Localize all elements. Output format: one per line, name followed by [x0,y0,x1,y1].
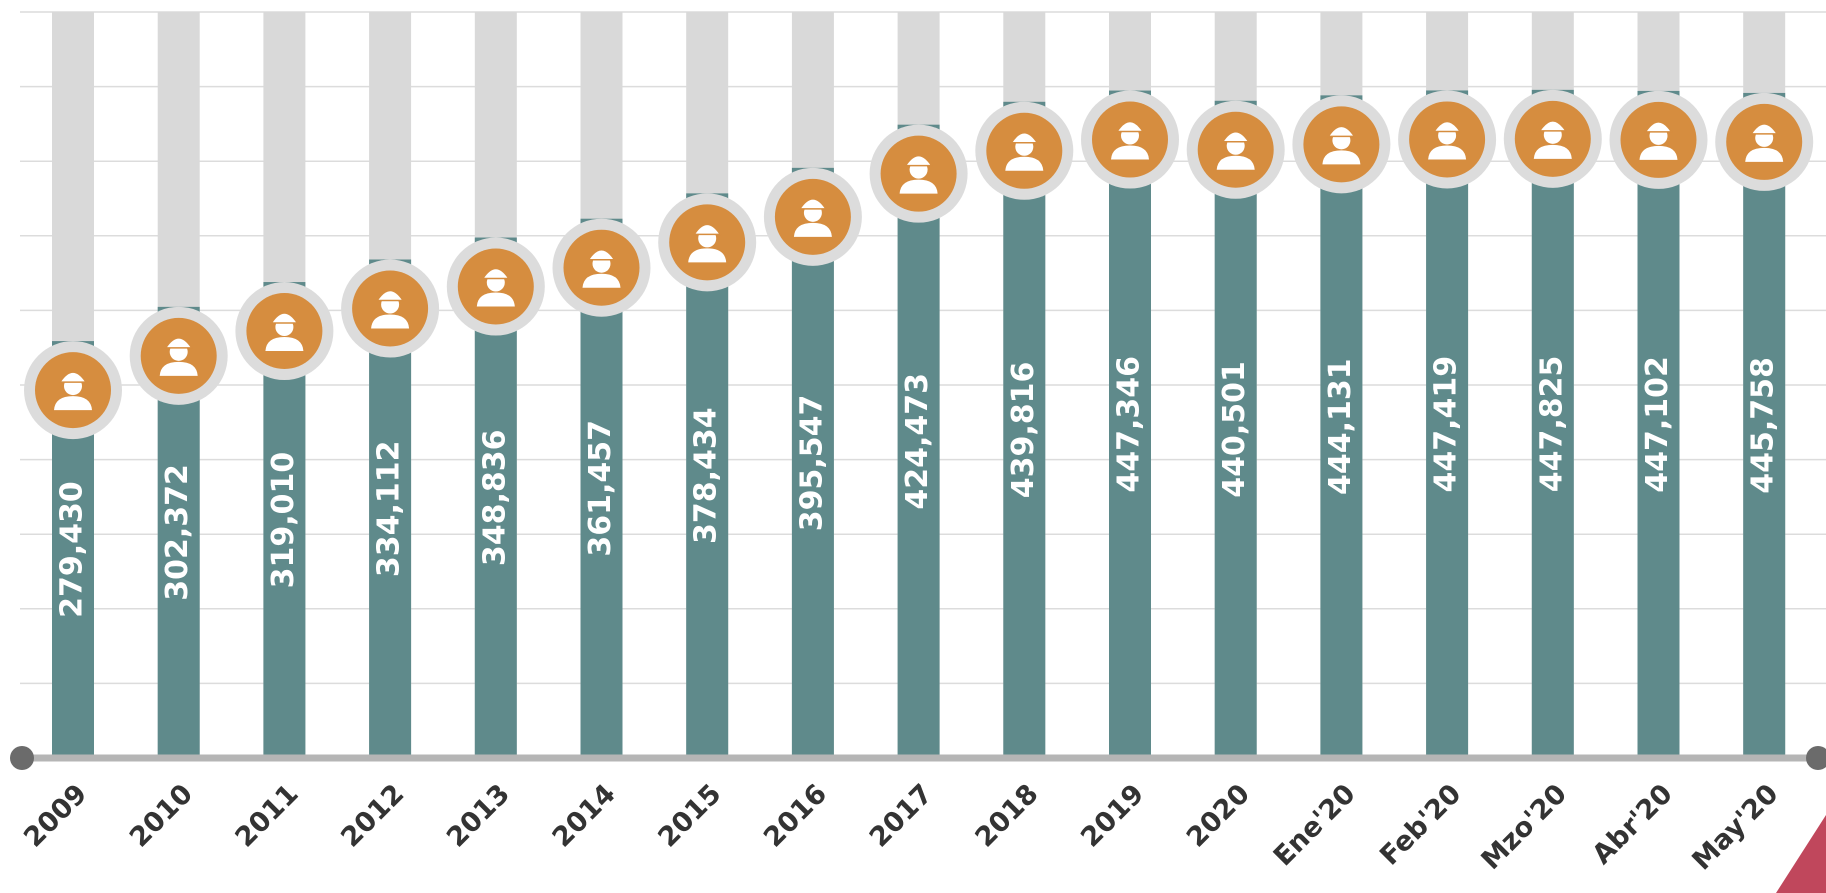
icon-body [1216,155,1255,170]
value-label: 348,836 [477,429,512,566]
bar [1003,101,1046,758]
icon-body [1639,145,1678,160]
worker-icon [24,341,122,440]
bar [1214,100,1257,758]
x-tick-label: 2009 [18,778,93,853]
x-tick-label: 2014 [547,778,622,853]
icon-body [1745,147,1784,162]
x-tick-label: Mzo'20 [1475,778,1573,876]
icon-body [899,179,938,194]
value-label: 447,102 [1640,356,1675,493]
x-tick-label: 2016 [758,778,833,853]
value-label: 445,758 [1746,357,1781,494]
icon-helmet [1749,123,1779,135]
value-label: 334,112 [372,440,407,577]
value-label: 440,501 [1217,361,1252,498]
icon-helmet [481,267,511,280]
x-tick-label: 2012 [335,778,410,853]
icon-body [582,273,621,288]
worker-icon [975,101,1074,200]
value-label: 447,825 [1534,356,1569,493]
icon-body [1111,145,1149,160]
icon-helmet [375,289,405,302]
x-tick-label: 2019 [1075,778,1150,853]
worker-icon [446,237,545,336]
x-tick-label: 2015 [652,778,727,853]
bar [1320,95,1363,758]
value-label: 395,547 [794,395,829,532]
icon-helmet [1538,120,1568,132]
axis-end [1806,746,1826,770]
value-label: 302,372 [160,464,195,601]
value-label: 279,430 [55,481,90,618]
worker-icon [552,218,651,317]
icon-body [54,396,92,411]
worker-icon [1186,100,1285,199]
value-label: 439,816 [1006,362,1041,499]
icon-helmet [1009,132,1039,144]
x-tick-label: 2010 [124,778,199,853]
value-label: 447,346 [1112,356,1147,493]
worker-icon [1715,92,1814,191]
icon-helmet [1115,120,1145,133]
icon-body [793,222,832,237]
worker-icon [235,282,334,381]
worker-icon [1081,90,1179,189]
x-tick-label: Feb'20 [1374,778,1467,871]
icon-body [688,248,727,263]
worker-icon [869,124,968,223]
icon-body [265,337,304,352]
worker-icon [763,167,862,266]
value-label: 447,419 [1429,356,1464,493]
bar [897,124,940,759]
worker-icon [341,259,440,358]
icon-helmet [1221,131,1251,143]
worker-icon [1398,90,1497,189]
x-tick-label: 2013 [441,778,516,853]
icon-helmet [1327,125,1356,138]
bar [1426,90,1469,758]
worker-icon [1609,90,1708,189]
x-tick-label: 2018 [969,778,1044,853]
corner-decoration [1776,815,1826,893]
x-tick-label: 2017 [864,778,939,853]
x-tick-label: 2011 [230,778,305,853]
icon-helmet [798,198,828,210]
axis-end [10,746,34,770]
worker-icon [129,306,228,405]
value-label: 424,473 [900,373,935,510]
x-tick-label: 2020 [1181,778,1256,853]
icon-helmet [1644,121,1673,133]
bar [1109,90,1151,759]
icon-body [1005,156,1044,171]
icon-helmet [58,371,88,383]
x-tick-label: Ene'20 [1268,778,1362,872]
value-label: 361,457 [583,420,618,557]
bar [1637,90,1680,758]
worker-icon [658,193,757,292]
icon-helmet [692,223,722,236]
icon-body [476,292,515,307]
x-tick-label: Abr'20 [1587,778,1679,870]
icon-helmet [270,312,299,324]
icon-helmet [904,154,933,167]
value-label: 319,010 [266,452,301,589]
bar [1531,89,1574,759]
icon-helmet [164,337,194,349]
worker-icon [1292,95,1391,194]
bar [791,167,834,758]
worker-icon [1503,89,1602,188]
value-label: 378,434 [689,407,724,544]
icon-body [1428,145,1467,160]
icon-body [1533,144,1572,159]
value-label: 444,131 [1323,358,1358,495]
x-tick-label: May'20 [1686,778,1784,876]
icon-body [371,314,410,329]
icon-body [159,361,198,376]
bar [1743,92,1786,758]
icon-helmet [1432,120,1462,133]
icon-body [1322,150,1361,165]
icon-helmet [587,248,616,261]
